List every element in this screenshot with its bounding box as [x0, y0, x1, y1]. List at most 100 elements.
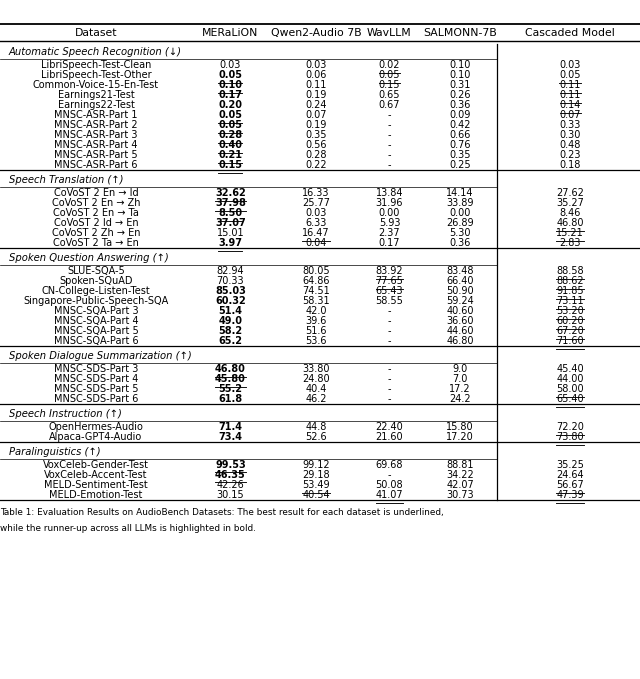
Text: 6.33: 6.33 — [305, 218, 327, 228]
Text: 80.05: 80.05 — [302, 266, 330, 276]
Text: 71.60: 71.60 — [556, 336, 584, 346]
Text: 0.10: 0.10 — [449, 60, 471, 70]
Text: 0.21: 0.21 — [218, 150, 243, 160]
Text: 74.51: 74.51 — [302, 286, 330, 296]
Text: 52.6: 52.6 — [305, 432, 327, 442]
Text: 40.4: 40.4 — [305, 384, 327, 394]
Text: 0.19: 0.19 — [305, 120, 327, 130]
Text: 35.27: 35.27 — [556, 198, 584, 208]
Text: 53.20: 53.20 — [556, 306, 584, 316]
Text: 0.09: 0.09 — [449, 110, 471, 120]
Text: MNSC-ASR-Part 4: MNSC-ASR-Part 4 — [54, 140, 138, 150]
Text: 46.80: 46.80 — [447, 336, 474, 346]
Text: SALMONN-7B: SALMONN-7B — [423, 28, 497, 38]
Text: 59.24: 59.24 — [446, 296, 474, 306]
Text: 33.80: 33.80 — [303, 364, 330, 374]
Text: Speech Instruction (↑): Speech Instruction (↑) — [9, 409, 122, 419]
Text: 42.07: 42.07 — [446, 479, 474, 490]
Text: CoVoST 2 Zh → En: CoVoST 2 Zh → En — [52, 228, 140, 238]
Text: 65.2: 65.2 — [218, 336, 243, 346]
Text: 77.65: 77.65 — [376, 276, 403, 286]
Text: 15.21: 15.21 — [556, 228, 584, 238]
Text: -: - — [388, 364, 391, 374]
Text: -: - — [388, 306, 391, 316]
Text: 35.25: 35.25 — [556, 460, 584, 470]
Text: 8.46: 8.46 — [559, 208, 581, 218]
Text: 67.20: 67.20 — [556, 326, 584, 336]
Text: 0.03: 0.03 — [220, 60, 241, 70]
Text: 41.07: 41.07 — [376, 490, 403, 500]
Text: 0.00: 0.00 — [449, 208, 471, 218]
Text: 0.03: 0.03 — [305, 60, 327, 70]
Text: 33.89: 33.89 — [447, 198, 474, 208]
Text: 0.17: 0.17 — [379, 238, 400, 249]
Text: 0.35: 0.35 — [449, 150, 471, 160]
Text: 73.4: 73.4 — [218, 432, 243, 442]
Text: 70.33: 70.33 — [216, 276, 244, 286]
Text: 61.8: 61.8 — [218, 394, 243, 404]
Text: 49.0: 49.0 — [218, 316, 243, 326]
Text: -: - — [388, 384, 391, 394]
Text: 69.68: 69.68 — [376, 460, 403, 470]
Text: 34.22: 34.22 — [446, 470, 474, 479]
Text: -: - — [388, 316, 391, 326]
Text: 5.93: 5.93 — [379, 218, 400, 228]
Text: 0.65: 0.65 — [379, 90, 400, 100]
Text: MELD-Sentiment-Test: MELD-Sentiment-Test — [44, 479, 148, 490]
Text: while the runner-up across all LLMs is highlighted in bold.: while the runner-up across all LLMs is h… — [0, 524, 256, 532]
Text: 0.00: 0.00 — [379, 208, 400, 218]
Text: -: - — [388, 470, 391, 479]
Text: 2.37: 2.37 — [379, 228, 400, 238]
Text: MNSC-SQA-Part 5: MNSC-SQA-Part 5 — [54, 326, 138, 336]
Text: 60.32: 60.32 — [215, 296, 246, 306]
Text: 99.53: 99.53 — [215, 460, 246, 470]
Text: 0.25: 0.25 — [449, 160, 471, 170]
Text: 9.0: 9.0 — [452, 364, 468, 374]
Text: LibriSpeech-Test-Clean: LibriSpeech-Test-Clean — [41, 60, 151, 70]
Text: Speech Translation (↑): Speech Translation (↑) — [9, 175, 124, 185]
Text: MERaLiON: MERaLiON — [202, 28, 259, 38]
Text: 0.48: 0.48 — [559, 140, 581, 150]
Text: 0.11: 0.11 — [559, 90, 581, 100]
Text: Paralinguistics (↑): Paralinguistics (↑) — [9, 447, 100, 457]
Text: CoVoST 2 En → Ta: CoVoST 2 En → Ta — [53, 208, 139, 218]
Text: MNSC-SDS-Part 5: MNSC-SDS-Part 5 — [54, 384, 138, 394]
Text: 83.48: 83.48 — [447, 266, 474, 276]
Text: 24.2: 24.2 — [449, 394, 471, 404]
Text: 91.85: 91.85 — [556, 286, 584, 296]
Text: 2.83: 2.83 — [559, 238, 581, 249]
Text: MNSC-ASR-Part 1: MNSC-ASR-Part 1 — [54, 110, 138, 120]
Text: 51.4: 51.4 — [218, 306, 243, 316]
Text: 32.62: 32.62 — [215, 188, 246, 198]
Text: 0.05: 0.05 — [559, 70, 581, 80]
Text: MNSC-ASR-Part 6: MNSC-ASR-Part 6 — [54, 160, 138, 170]
Text: 25.77: 25.77 — [302, 198, 330, 208]
Text: CoVoST 2 Id → En: CoVoST 2 Id → En — [54, 218, 138, 228]
Text: Spoken Dialogue Summarization (↑): Spoken Dialogue Summarization (↑) — [9, 351, 192, 361]
Text: MNSC-SDS-Part 6: MNSC-SDS-Part 6 — [54, 394, 138, 404]
Text: -: - — [388, 326, 391, 336]
Text: MNSC-SDS-Part 4: MNSC-SDS-Part 4 — [54, 374, 138, 384]
Text: 0.10: 0.10 — [449, 70, 471, 80]
Text: 0.28: 0.28 — [218, 130, 243, 140]
Text: MNSC-ASR-Part 3: MNSC-ASR-Part 3 — [54, 130, 138, 140]
Text: MNSC-ASR-Part 5: MNSC-ASR-Part 5 — [54, 150, 138, 160]
Text: 45.80: 45.80 — [215, 374, 246, 384]
Text: CoVoST 2 En → Id: CoVoST 2 En → Id — [54, 188, 138, 198]
Text: 0.19: 0.19 — [305, 90, 327, 100]
Text: 47.39: 47.39 — [556, 490, 584, 500]
Text: 40.60: 40.60 — [447, 306, 474, 316]
Text: Dataset: Dataset — [75, 28, 117, 38]
Text: 0.76: 0.76 — [449, 140, 471, 150]
Text: 0.18: 0.18 — [559, 160, 581, 170]
Text: 88.81: 88.81 — [447, 460, 474, 470]
Text: WavLLM: WavLLM — [367, 28, 412, 38]
Text: 73.80: 73.80 — [556, 432, 584, 442]
Text: -: - — [388, 120, 391, 130]
Text: 17.20: 17.20 — [446, 432, 474, 442]
Text: 0.36: 0.36 — [449, 100, 471, 110]
Text: 0.66: 0.66 — [449, 130, 471, 140]
Text: 30.15: 30.15 — [216, 490, 244, 500]
Text: Cascaded Model: Cascaded Model — [525, 28, 615, 38]
Text: 0.26: 0.26 — [449, 90, 471, 100]
